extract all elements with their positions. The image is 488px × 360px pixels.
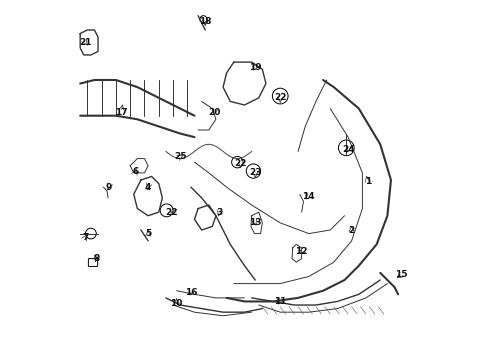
- Text: 19: 19: [248, 63, 261, 72]
- Text: 12: 12: [295, 247, 307, 256]
- Text: 3: 3: [216, 208, 222, 217]
- Text: 17: 17: [115, 108, 127, 117]
- Text: 7: 7: [82, 233, 88, 242]
- Text: 22: 22: [164, 208, 177, 217]
- Text: 8: 8: [93, 254, 99, 263]
- Text: 2: 2: [348, 225, 354, 234]
- Text: 5: 5: [144, 229, 151, 238]
- Text: 15: 15: [395, 270, 407, 279]
- Text: 18: 18: [199, 17, 211, 26]
- Text: 13: 13: [248, 219, 261, 228]
- Text: 4: 4: [144, 183, 151, 192]
- Text: 20: 20: [207, 108, 220, 117]
- Text: 6: 6: [132, 167, 139, 176]
- Text: 14: 14: [302, 192, 314, 201]
- Text: 9: 9: [105, 183, 112, 192]
- Text: 24: 24: [341, 145, 354, 154]
- Text: 22: 22: [234, 159, 246, 168]
- Text: 16: 16: [184, 288, 197, 297]
- Text: 21: 21: [79, 38, 92, 47]
- Text: 23: 23: [248, 168, 261, 177]
- Text: 25: 25: [174, 152, 186, 161]
- Text: 1: 1: [364, 177, 370, 186]
- Text: 11: 11: [273, 297, 286, 306]
- Text: 10: 10: [170, 299, 183, 308]
- Text: 22: 22: [273, 93, 286, 102]
